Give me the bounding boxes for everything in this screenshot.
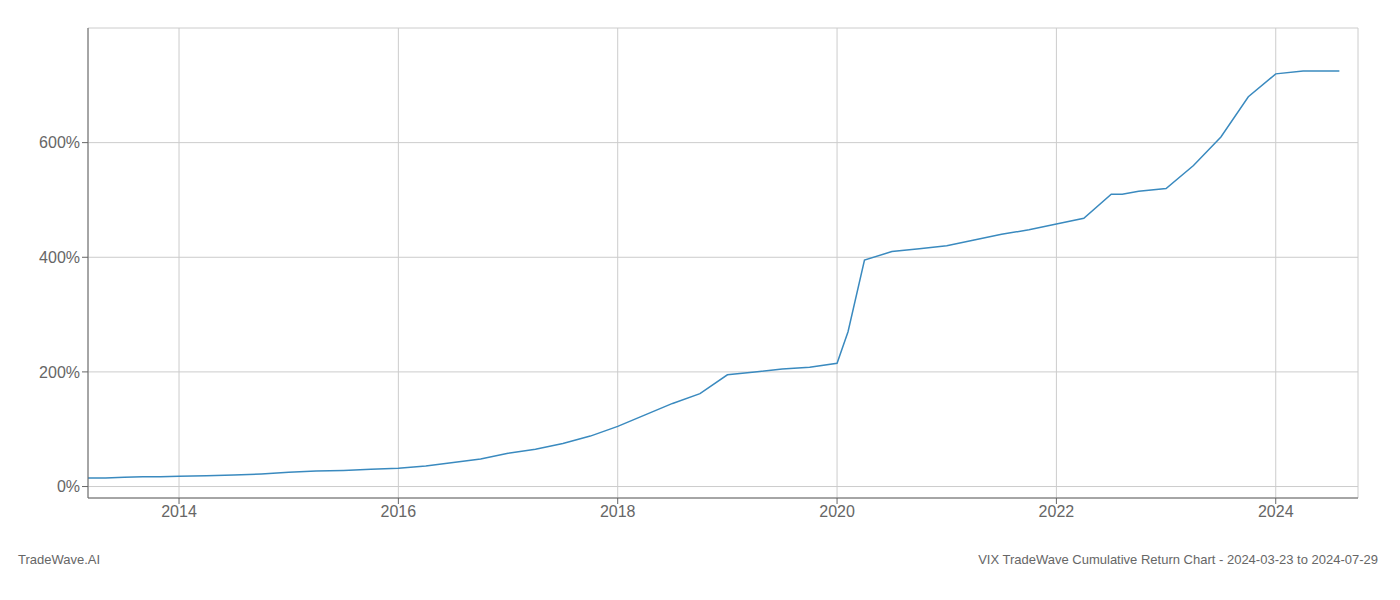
- svg-text:2016: 2016: [381, 503, 417, 520]
- svg-text:400%: 400%: [39, 249, 80, 266]
- html-text:TradeWave.AI: TradeWave.AI: [18, 552, 101, 567]
- svg-text:2024: 2024: [1258, 503, 1294, 520]
- svg-text:0%: 0%: [57, 478, 80, 495]
- svg-text:2014: 2014: [161, 503, 197, 520]
- svg-text:2022: 2022: [1039, 503, 1075, 520]
- svg-text:200%: 200%: [39, 364, 80, 381]
- svg-text:2020: 2020: [819, 503, 855, 520]
- svg-text:600%: 600%: [39, 134, 80, 151]
- html-text:VIX TradeWave Cumulative Retur: VIX TradeWave Cumulative Return Chart - …: [978, 552, 1378, 567]
- svg-text:2018: 2018: [600, 503, 636, 520]
